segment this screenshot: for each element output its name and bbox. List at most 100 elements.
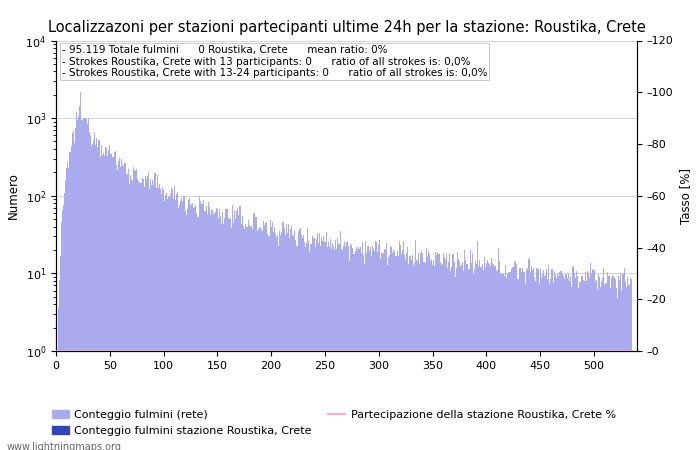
Bar (342, 250, 343, 450)
Bar (502, 274, 503, 450)
Bar (279, 231, 280, 450)
Bar (215, 212, 216, 450)
Bar (135, 171, 136, 450)
Y-axis label: Numero: Numero (7, 172, 20, 219)
Bar (133, 166, 134, 450)
Bar (366, 253, 368, 450)
Bar (221, 225, 222, 450)
Bar (608, 276, 610, 450)
Bar (348, 246, 349, 450)
Bar (370, 247, 371, 450)
Bar (106, 148, 107, 450)
Bar (191, 204, 192, 450)
Bar (438, 254, 440, 450)
Bar (592, 269, 594, 450)
Bar (419, 264, 420, 450)
Bar (195, 205, 197, 450)
Bar (163, 190, 164, 450)
Bar (107, 156, 108, 450)
Bar (223, 225, 225, 450)
Bar (344, 241, 345, 450)
Bar (602, 278, 603, 450)
Bar (624, 282, 626, 450)
Bar (615, 279, 616, 450)
Bar (111, 154, 113, 450)
Bar (449, 253, 450, 450)
Bar (116, 165, 117, 450)
Bar (127, 170, 129, 450)
Bar (620, 273, 622, 450)
Bar (203, 200, 204, 450)
Bar (458, 259, 459, 450)
Partecipazione della stazione Roustika, Crete % (514, 348, 523, 354)
Bar (251, 225, 253, 450)
Bar (371, 256, 372, 450)
Bar (248, 220, 249, 450)
Bar (117, 170, 118, 450)
Bar (253, 213, 255, 450)
Bar (188, 200, 189, 450)
Bar (193, 208, 195, 450)
Partecipazione della stazione Roustika, Crete % (188, 348, 197, 354)
Bar (125, 162, 127, 450)
Bar (432, 266, 433, 450)
Bar (424, 263, 426, 450)
Bar (273, 232, 274, 450)
Bar (400, 245, 401, 450)
Bar (544, 276, 545, 450)
Bar (450, 271, 452, 450)
Bar (62, 210, 63, 450)
Bar (230, 218, 231, 450)
Bar (626, 287, 627, 450)
Bar (491, 258, 492, 450)
Bar (175, 200, 176, 450)
Bar (65, 180, 66, 450)
Bar (403, 242, 404, 450)
Bar (181, 198, 183, 450)
Bar (304, 242, 305, 450)
Bar (490, 266, 491, 450)
Bar (357, 249, 358, 450)
Bar (104, 156, 105, 450)
Bar (197, 217, 199, 450)
Bar (477, 241, 478, 450)
Bar (506, 278, 507, 450)
Bar (417, 261, 418, 450)
Bar (320, 246, 321, 450)
Bar (283, 222, 284, 450)
Bar (78, 117, 79, 450)
Bar (337, 238, 338, 450)
Bar (144, 187, 145, 450)
Bar (447, 268, 448, 450)
Bar (435, 252, 436, 450)
Bar (103, 153, 104, 450)
Bar (177, 192, 178, 450)
Bar (430, 261, 431, 450)
Bar (173, 199, 174, 450)
Bar (351, 245, 352, 450)
Bar (222, 212, 223, 450)
Bar (412, 255, 413, 450)
Bar (431, 259, 432, 450)
Bar (534, 278, 536, 450)
Bar (147, 176, 148, 450)
Bar (91, 145, 92, 450)
Bar (201, 204, 202, 450)
Bar (561, 271, 562, 450)
Title: Localizzazoni per stazioni partecipanti ultime 24h per la stazione: Roustika, Cr: Localizzazoni per stazioni partecipanti … (48, 20, 645, 35)
Partecipazione della stazione Roustika, Crete % (484, 348, 493, 354)
Bar (444, 257, 445, 450)
Bar (218, 218, 219, 450)
Bar (545, 275, 546, 450)
Bar (543, 270, 544, 450)
Bar (578, 288, 580, 450)
Partecipazione della stazione Roustika, Crete % (211, 348, 219, 354)
Bar (237, 207, 239, 450)
Text: - 95.119 Totale fulmini      0 Roustika, Crete      mean ratio: 0%
- Strokes Rou: - 95.119 Totale fulmini 0 Roustika, Cret… (62, 45, 487, 78)
Bar (57, 308, 59, 450)
Bar (131, 179, 132, 450)
Bar (80, 92, 81, 450)
Bar (139, 183, 141, 450)
Bar (108, 150, 109, 450)
Bar (102, 155, 103, 450)
